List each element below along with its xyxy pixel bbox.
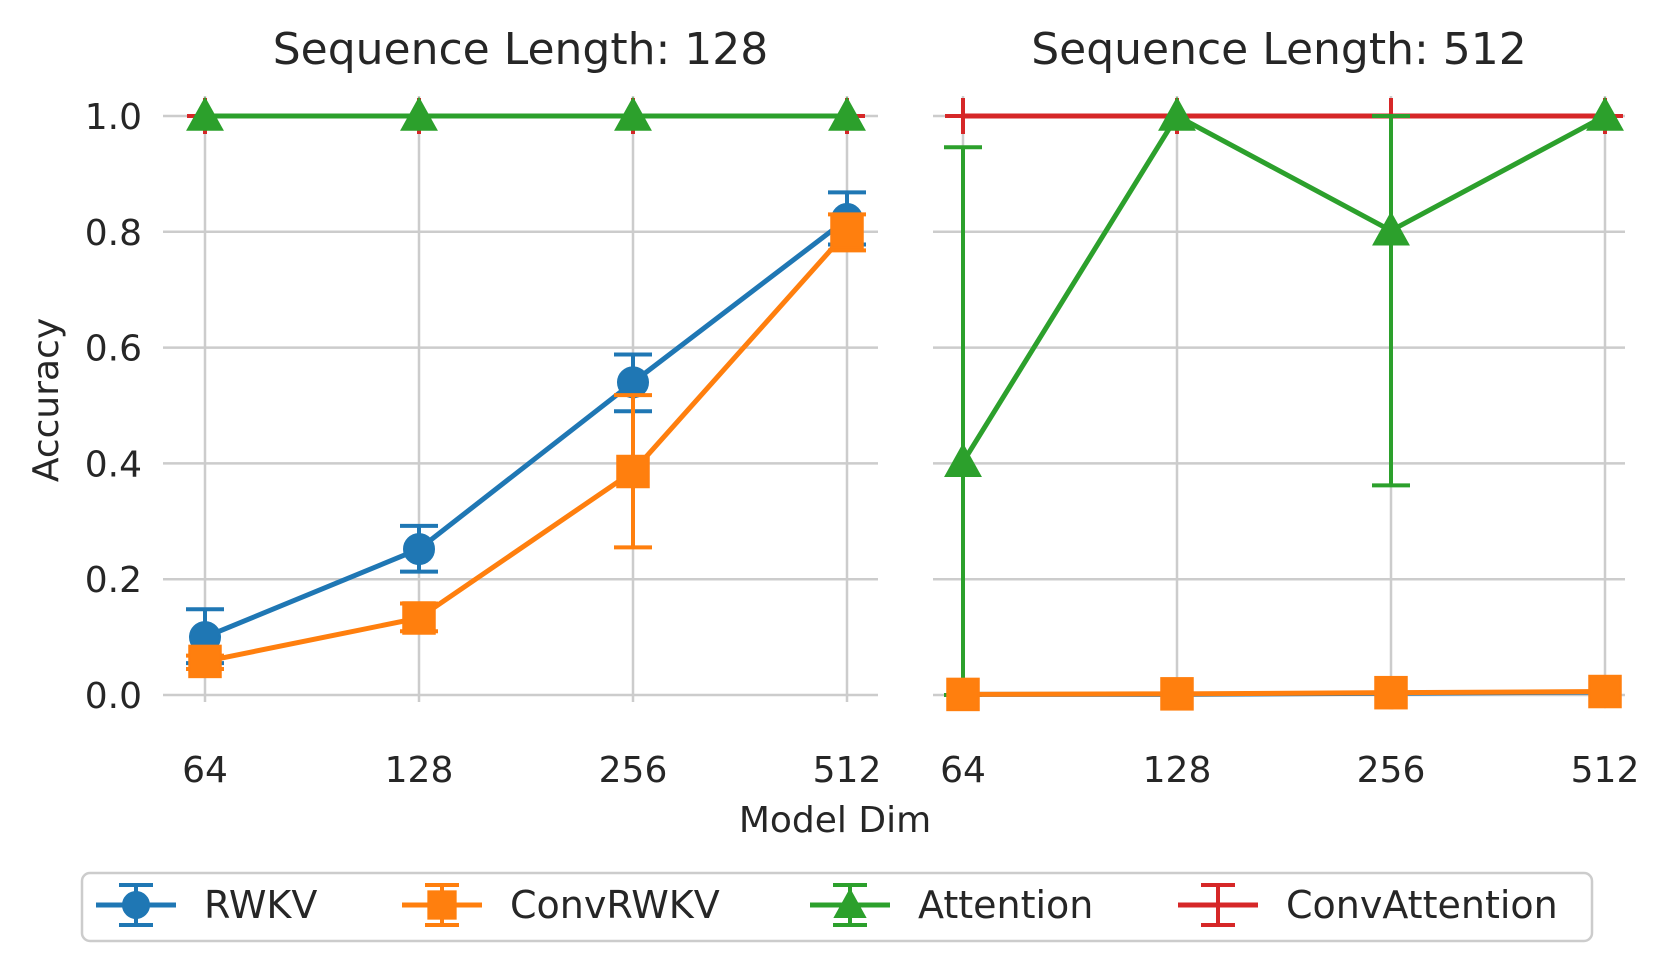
data-point-convrwkv xyxy=(830,215,864,249)
data-point-attention xyxy=(1158,96,1196,131)
series-attention xyxy=(944,96,1624,697)
data-point-rwkv xyxy=(617,366,649,399)
legend-marker-convrwkv xyxy=(427,890,457,920)
series-line-rwkv xyxy=(204,217,849,640)
x-tick-label: 64 xyxy=(182,750,228,791)
data-point-attention xyxy=(944,442,982,478)
y-tick-label: 0.2 xyxy=(85,560,142,601)
legend-label-attention: Attention xyxy=(918,883,1093,927)
panel-2: Sequence Length: 512 64 128 256 512 xyxy=(933,24,1639,791)
legend: RWKV ConvRWKV Attention ConvAttention xyxy=(80,871,1594,943)
panel-title: Sequence Length: 128 xyxy=(273,24,769,75)
legend-marker-attention xyxy=(833,887,867,918)
data-point-rwkv xyxy=(403,533,435,566)
x-tick-label: 128 xyxy=(385,750,454,791)
x-tick-label: 512 xyxy=(1571,750,1640,791)
legend-item-convrwkv: ConvRWKV xyxy=(402,883,720,927)
data-point-attention xyxy=(1372,211,1410,246)
series-convattention xyxy=(945,98,1623,134)
legend-item-rwkv: RWKV xyxy=(96,883,317,927)
series-line-convrwkv xyxy=(204,230,849,664)
series-convrwkv xyxy=(946,674,1622,712)
data-point-convrwkv xyxy=(946,677,980,712)
x-tick-label: 256 xyxy=(599,750,668,791)
data-point-attention xyxy=(400,96,438,131)
y-axis-label: Accuracy xyxy=(26,318,67,482)
data-point-convrwkv xyxy=(402,601,436,635)
panel-1: Sequence Length: 128 0.0 0.2 0.4 0.6 0.8 1.0 64… xyxy=(85,24,882,791)
y-tick-label: 0.8 xyxy=(85,213,142,254)
series-convrwkv xyxy=(186,212,866,679)
x-tick-label: 128 xyxy=(1143,750,1212,791)
data-point-convrwkv xyxy=(188,644,222,679)
x-tick-label: 512 xyxy=(813,750,882,791)
legend-label-rwkv: RWKV xyxy=(204,883,317,927)
data-point-attention xyxy=(1586,96,1624,131)
data-point-convrwkv xyxy=(1374,675,1408,710)
data-point-attention xyxy=(186,96,224,131)
x-tick-label: 64 xyxy=(940,750,986,791)
series-attention xyxy=(186,96,866,131)
legend-marker-rwkv xyxy=(122,891,150,919)
data-point-convrwkv xyxy=(1588,674,1622,709)
legend-label-convrwkv: ConvRWKV xyxy=(510,883,720,927)
data-point-convrwkv xyxy=(616,454,650,489)
y-tick-label: 1.0 xyxy=(85,97,142,138)
data-point-convrwkv xyxy=(1160,677,1194,711)
y-tick-label: 0.0 xyxy=(85,676,142,717)
data-point-attention xyxy=(614,96,652,131)
legend-item-convattention: ConvAttention xyxy=(1178,883,1558,927)
data-point-attention xyxy=(828,96,866,131)
series-rwkv xyxy=(186,190,866,666)
x-tick-label: 256 xyxy=(1357,750,1426,791)
x-axis-label: Model Dim xyxy=(739,800,931,841)
series-line-convrwkv xyxy=(962,689,1606,697)
legend-label-convattention: ConvAttention xyxy=(1286,883,1558,927)
panel-title: Sequence Length: 512 xyxy=(1031,24,1527,75)
y-tick-label: 0.6 xyxy=(85,329,142,370)
series-line-attention xyxy=(960,113,1607,464)
y-tick-label: 0.4 xyxy=(85,444,142,485)
legend-item-attention: Attention xyxy=(810,883,1093,927)
